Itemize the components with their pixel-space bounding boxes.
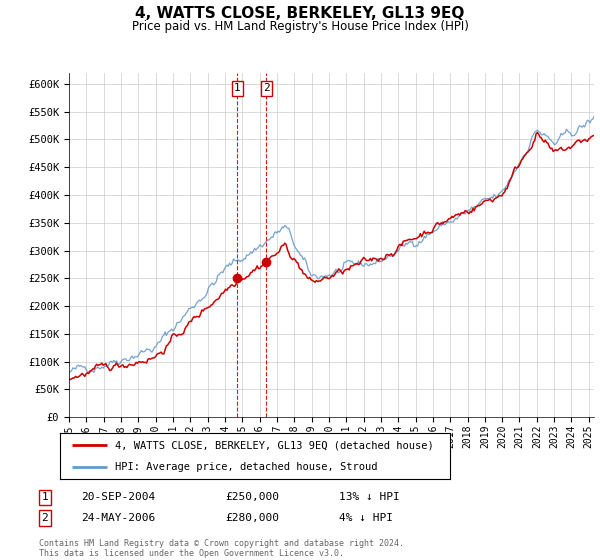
Text: 2: 2 <box>263 83 269 94</box>
Text: HPI: Average price, detached house, Stroud: HPI: Average price, detached house, Stro… <box>115 463 377 472</box>
Text: 4, WATTS CLOSE, BERKELEY, GL13 9EQ (detached house): 4, WATTS CLOSE, BERKELEY, GL13 9EQ (deta… <box>115 440 433 450</box>
Text: 13% ↓ HPI: 13% ↓ HPI <box>339 492 400 502</box>
Text: 1: 1 <box>234 83 241 94</box>
Text: 20-SEP-2004: 20-SEP-2004 <box>81 492 155 502</box>
Text: 4% ↓ HPI: 4% ↓ HPI <box>339 513 393 523</box>
Text: Price paid vs. HM Land Registry's House Price Index (HPI): Price paid vs. HM Land Registry's House … <box>131 20 469 33</box>
Text: £280,000: £280,000 <box>225 513 279 523</box>
Text: £250,000: £250,000 <box>225 492 279 502</box>
Text: 24-MAY-2006: 24-MAY-2006 <box>81 513 155 523</box>
Text: Contains HM Land Registry data © Crown copyright and database right 2024.
This d: Contains HM Land Registry data © Crown c… <box>39 539 404 558</box>
Text: 1: 1 <box>41 492 49 502</box>
Text: 4, WATTS CLOSE, BERKELEY, GL13 9EQ: 4, WATTS CLOSE, BERKELEY, GL13 9EQ <box>136 6 464 21</box>
Text: 2: 2 <box>41 513 49 523</box>
